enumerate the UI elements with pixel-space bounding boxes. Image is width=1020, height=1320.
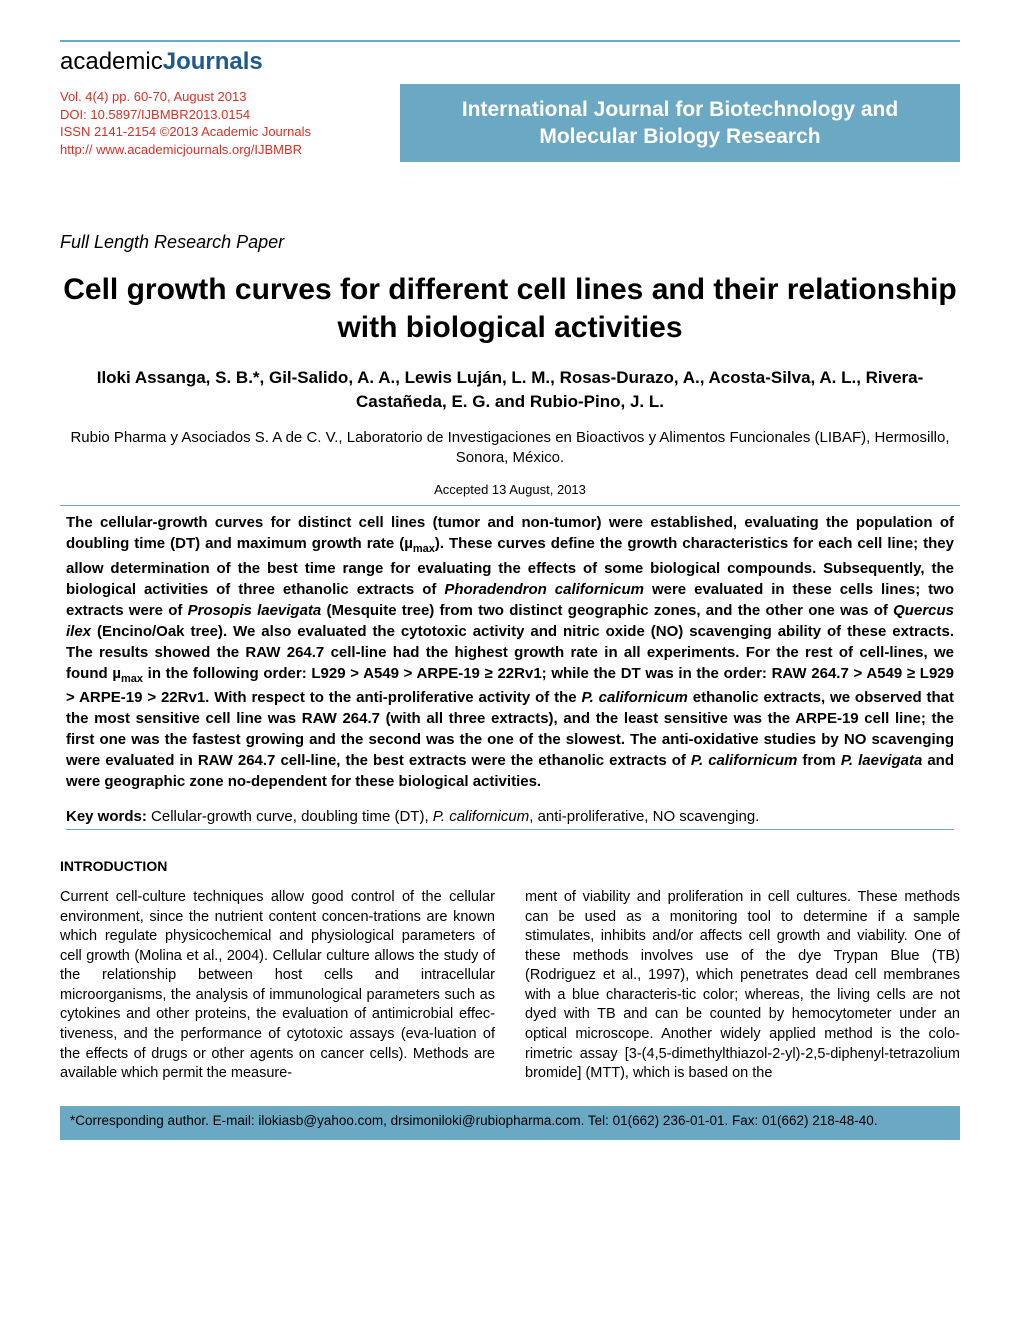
article-title: Cell growth curves for different cell li… xyxy=(60,271,960,346)
keywords-label: Key words: xyxy=(66,808,147,825)
pub-doi: DOI: 10.5897/IJBMBR2013.0154 xyxy=(60,106,400,124)
section-heading-introduction: INTRODUCTION xyxy=(60,858,960,874)
body-column-1: Current cell-culture techniques allow go… xyxy=(60,888,495,1084)
keywords: Key words: Cellular-growth curve, doubli… xyxy=(60,808,960,825)
accepted-date: Accepted 13 August, 2013 xyxy=(60,482,960,497)
publisher-logo: academicJournals xyxy=(60,48,960,76)
body-text: Current cell-culture techniques allow go… xyxy=(60,888,960,1084)
abstract: The cellular-growth curves for distinct … xyxy=(60,512,960,792)
pub-issn: ISSN 2141-2154 ©2013 Academic Journals xyxy=(60,123,400,141)
logo-text-1: academic xyxy=(60,48,163,75)
journal-name: International Journal for Biotechnology … xyxy=(412,96,948,151)
logo-text-2: Journals xyxy=(163,48,263,75)
article-type: Full Length Research Paper xyxy=(60,232,960,253)
header-row: Vol. 4(4) pp. 60-70, August 2013 DOI: 10… xyxy=(60,84,960,162)
pub-url: http:// www.academicjournals.org/IJBMBR xyxy=(60,141,400,159)
body-column-2: ment of viability and proliferation in c… xyxy=(525,888,960,1084)
divider xyxy=(66,829,954,830)
affiliation: Rubio Pharma y Asociados S. A de C. V., … xyxy=(60,428,960,469)
pub-volume: Vol. 4(4) pp. 60-70, August 2013 xyxy=(60,88,400,106)
authors: Iloki Assanga, S. B.*, Gil-Salido, A. A.… xyxy=(60,366,960,414)
journal-name-banner: International Journal for Biotechnology … xyxy=(400,84,960,162)
publication-info: Vol. 4(4) pp. 60-70, August 2013 DOI: 10… xyxy=(60,84,400,162)
divider xyxy=(60,505,960,506)
corresponding-author-footnote: *Corresponding author. E-mail: ilokiasb@… xyxy=(60,1106,960,1140)
top-rule xyxy=(60,40,960,42)
